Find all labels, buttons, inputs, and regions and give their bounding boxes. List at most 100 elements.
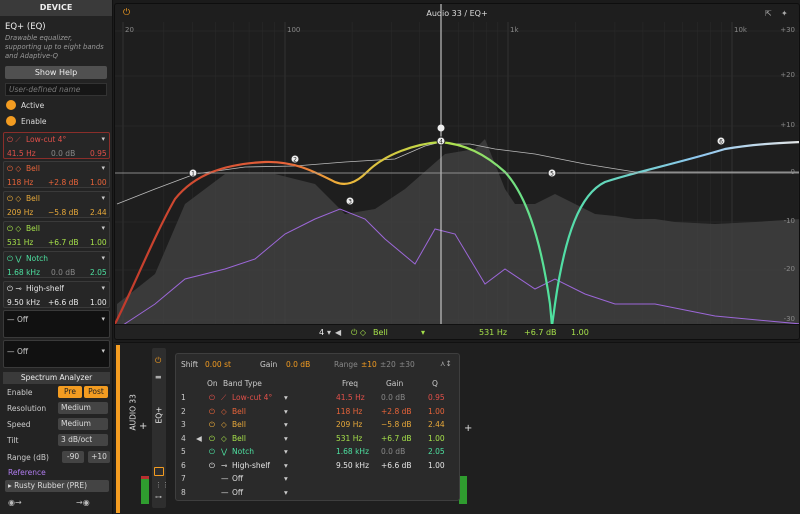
row-q[interactable]: 2.44 (428, 420, 445, 429)
chevron-down-icon[interactable]: ▾ (101, 194, 105, 202)
row-band-type[interactable]: Notch (232, 447, 255, 456)
band-q[interactable]: 1.00 (90, 238, 107, 247)
chevron-down-icon[interactable]: ▾ (101, 284, 105, 292)
eq-graph[interactable]: ⏻ Audio 33 / EQ+ ⇱ ✦ 1 2 3 4 5 6 20 100 1k 10k +… (114, 3, 800, 340)
band-slot-5[interactable]: ⏻ ⋁ Notch ▾ 1.68 kHz 0.0 dB 2.05 (3, 251, 110, 278)
range-low-field[interactable]: -90 (62, 451, 84, 463)
chevron-down-icon[interactable]: ▾ (327, 328, 332, 337)
row-gain[interactable]: +6.7 dB (381, 433, 412, 443)
power-icon[interactable]: ⏻ ◇ (7, 194, 22, 203)
enable-checkbox[interactable] (6, 116, 16, 126)
chevron-down-icon[interactable]: ▾ (284, 460, 288, 470)
chevron-down-icon[interactable]: ▾ (284, 406, 288, 416)
band-q[interactable]: 2.44 (90, 208, 107, 217)
band-gain[interactable]: −5.8 dB (48, 208, 79, 217)
power-icon[interactable]: ⏻ ⊸ (7, 284, 22, 293)
range-30-button[interactable]: ±30 (399, 360, 415, 369)
band-slot-4[interactable]: ⏻ ◇ Bell ▾ 531 Hz +6.7 dB 1.00 (3, 221, 110, 248)
row-band-type[interactable]: Off (232, 487, 244, 497)
power-icon[interactable]: ⏻ (209, 406, 215, 416)
folder-icon[interactable]: ▬ (155, 373, 162, 381)
row-band-type[interactable]: High-shelf (232, 460, 270, 470)
power-icon[interactable]: ⏻ ◇ (7, 164, 22, 173)
row-gain[interactable]: 0.0 dB (381, 393, 406, 402)
row-q[interactable]: 2.05 (428, 447, 445, 456)
popout-icon[interactable]: ⇱ (765, 9, 772, 18)
band-freq[interactable]: 41.5 Hz (7, 149, 36, 158)
grid-icon[interactable]: ⋮⋮ (155, 481, 169, 489)
panel-icon[interactable] (154, 467, 164, 476)
chevron-down-icon[interactable]: ▾ (101, 224, 105, 232)
gain-value[interactable]: 0.0 dB (286, 360, 311, 369)
chevron-down-icon[interactable]: ▾ (284, 447, 288, 456)
band-gain[interactable]: +6.7 dB (48, 238, 79, 247)
band-slot-1[interactable]: ⏻ ⟋ Low-cut 4° ▾ 41.5 Hz 0.0 dB 0.95 (3, 132, 110, 159)
row-q[interactable]: 1.00 (428, 406, 445, 416)
active-checkbox[interactable] (6, 100, 16, 110)
routing-icon[interactable]: ⊶ (155, 493, 162, 501)
pin-icon[interactable]: ✦ (781, 9, 788, 18)
speed-select[interactable]: Medium (58, 418, 108, 430)
row-gain[interactable]: −5.8 dB (381, 420, 412, 429)
band-slot-8[interactable]: — Off ▾ (3, 340, 110, 368)
speaker-icon[interactable]: ◀ (335, 328, 342, 337)
shift-value[interactable]: 0.00 st (205, 360, 231, 369)
chevron-down-icon[interactable]: ▾ (101, 164, 105, 172)
pre-button[interactable]: Pre (58, 386, 82, 398)
eq-curve[interactable] (115, 140, 800, 327)
chevron-down-icon[interactable]: ▾ (284, 487, 288, 497)
band-nodes[interactable]: 1 2 3 4 5 6 (188, 124, 726, 206)
power-icon[interactable]: ⏻ (209, 393, 215, 402)
import-icon[interactable]: ◉→ (8, 498, 22, 507)
row-freq[interactable]: 9.50 kHz (336, 460, 370, 470)
chevron-down-icon[interactable]: ▾ (284, 420, 288, 429)
band-slot-3[interactable]: ⏻ ◇ Bell ▾ 209 Hz −5.8 dB 2.44 (3, 191, 110, 218)
resolution-select[interactable]: Medium (58, 402, 108, 414)
chevron-down-icon[interactable]: ▾ (101, 254, 105, 262)
row-band-type[interactable]: Bell (232, 420, 246, 429)
band-freq[interactable]: 531 Hz (7, 238, 34, 247)
band-slot-2[interactable]: ⏻ ◇ Bell ▾ 118 Hz +2.8 dB 1.00 (3, 161, 110, 188)
row-band-type[interactable]: Bell (232, 406, 246, 416)
row-freq[interactable]: 209 Hz (336, 420, 363, 429)
power-icon[interactable]: ⏻ (209, 420, 215, 429)
add-device-icon[interactable]: + (464, 423, 473, 434)
band-gain[interactable]: 0.0 dB (51, 268, 76, 277)
user-name-field[interactable]: User-defined name (5, 83, 107, 96)
band-q[interactable]: 0.95 (90, 149, 107, 158)
row-gain[interactable]: +2.8 dB (381, 406, 412, 416)
eq-curve-canvas[interactable]: 1 2 3 4 5 6 (115, 4, 800, 340)
footer-freq[interactable]: 531 Hz (479, 328, 508, 337)
row-q[interactable]: 1.00 (428, 433, 445, 443)
export-icon[interactable]: →◉ (76, 498, 90, 507)
row-freq[interactable]: 531 Hz (336, 433, 363, 443)
band-q[interactable]: 2.05 (90, 268, 107, 277)
chevron-down-icon[interactable]: ▾ (284, 433, 288, 443)
power-icon[interactable]: ⏻ (209, 460, 215, 470)
chevron-down-icon[interactable]: ▾ (421, 328, 426, 337)
add-device-icon[interactable]: + (139, 421, 148, 432)
chevron-down-icon[interactable]: ▾ (101, 315, 105, 323)
power-icon[interactable]: ⏻ ◇ (351, 328, 367, 337)
row-q[interactable]: 1.00 (428, 460, 445, 470)
eq-tab[interactable]: EQ+ (154, 406, 164, 424)
tilt-select[interactable]: 3 dB/oct (58, 434, 108, 446)
power-icon[interactable]: ⏻ ⟋ (7, 135, 21, 144)
footer-q[interactable]: 1.00 (571, 328, 589, 337)
power-icon[interactable]: ⏻ (123, 8, 131, 18)
range-10-button[interactable]: ±10 (361, 360, 377, 369)
chevron-down-icon[interactable]: ▾ (284, 474, 288, 483)
chevron-down-icon[interactable]: ▾ (101, 135, 105, 143)
range-20-button[interactable]: ±20 (380, 360, 396, 369)
band-gain[interactable]: +6.6 dB (48, 298, 79, 307)
row-band-type[interactable]: Bell (232, 433, 246, 443)
row-q[interactable]: 0.95 (428, 393, 445, 402)
row-freq[interactable]: 1.68 kHz (336, 447, 370, 456)
show-help-button[interactable]: Show Help (5, 66, 107, 79)
band-gain[interactable]: +2.8 dB (48, 178, 79, 187)
footer-band-type[interactable]: Bell (373, 328, 388, 337)
reference-select[interactable]: ▸ Rusty Rubber (PRE) (5, 480, 109, 492)
power-icon[interactable]: ⏻ ◇ (7, 224, 22, 233)
band-freq[interactable]: 118 Hz (7, 178, 34, 187)
power-icon[interactable]: ⏻ ⋁ (7, 254, 22, 263)
